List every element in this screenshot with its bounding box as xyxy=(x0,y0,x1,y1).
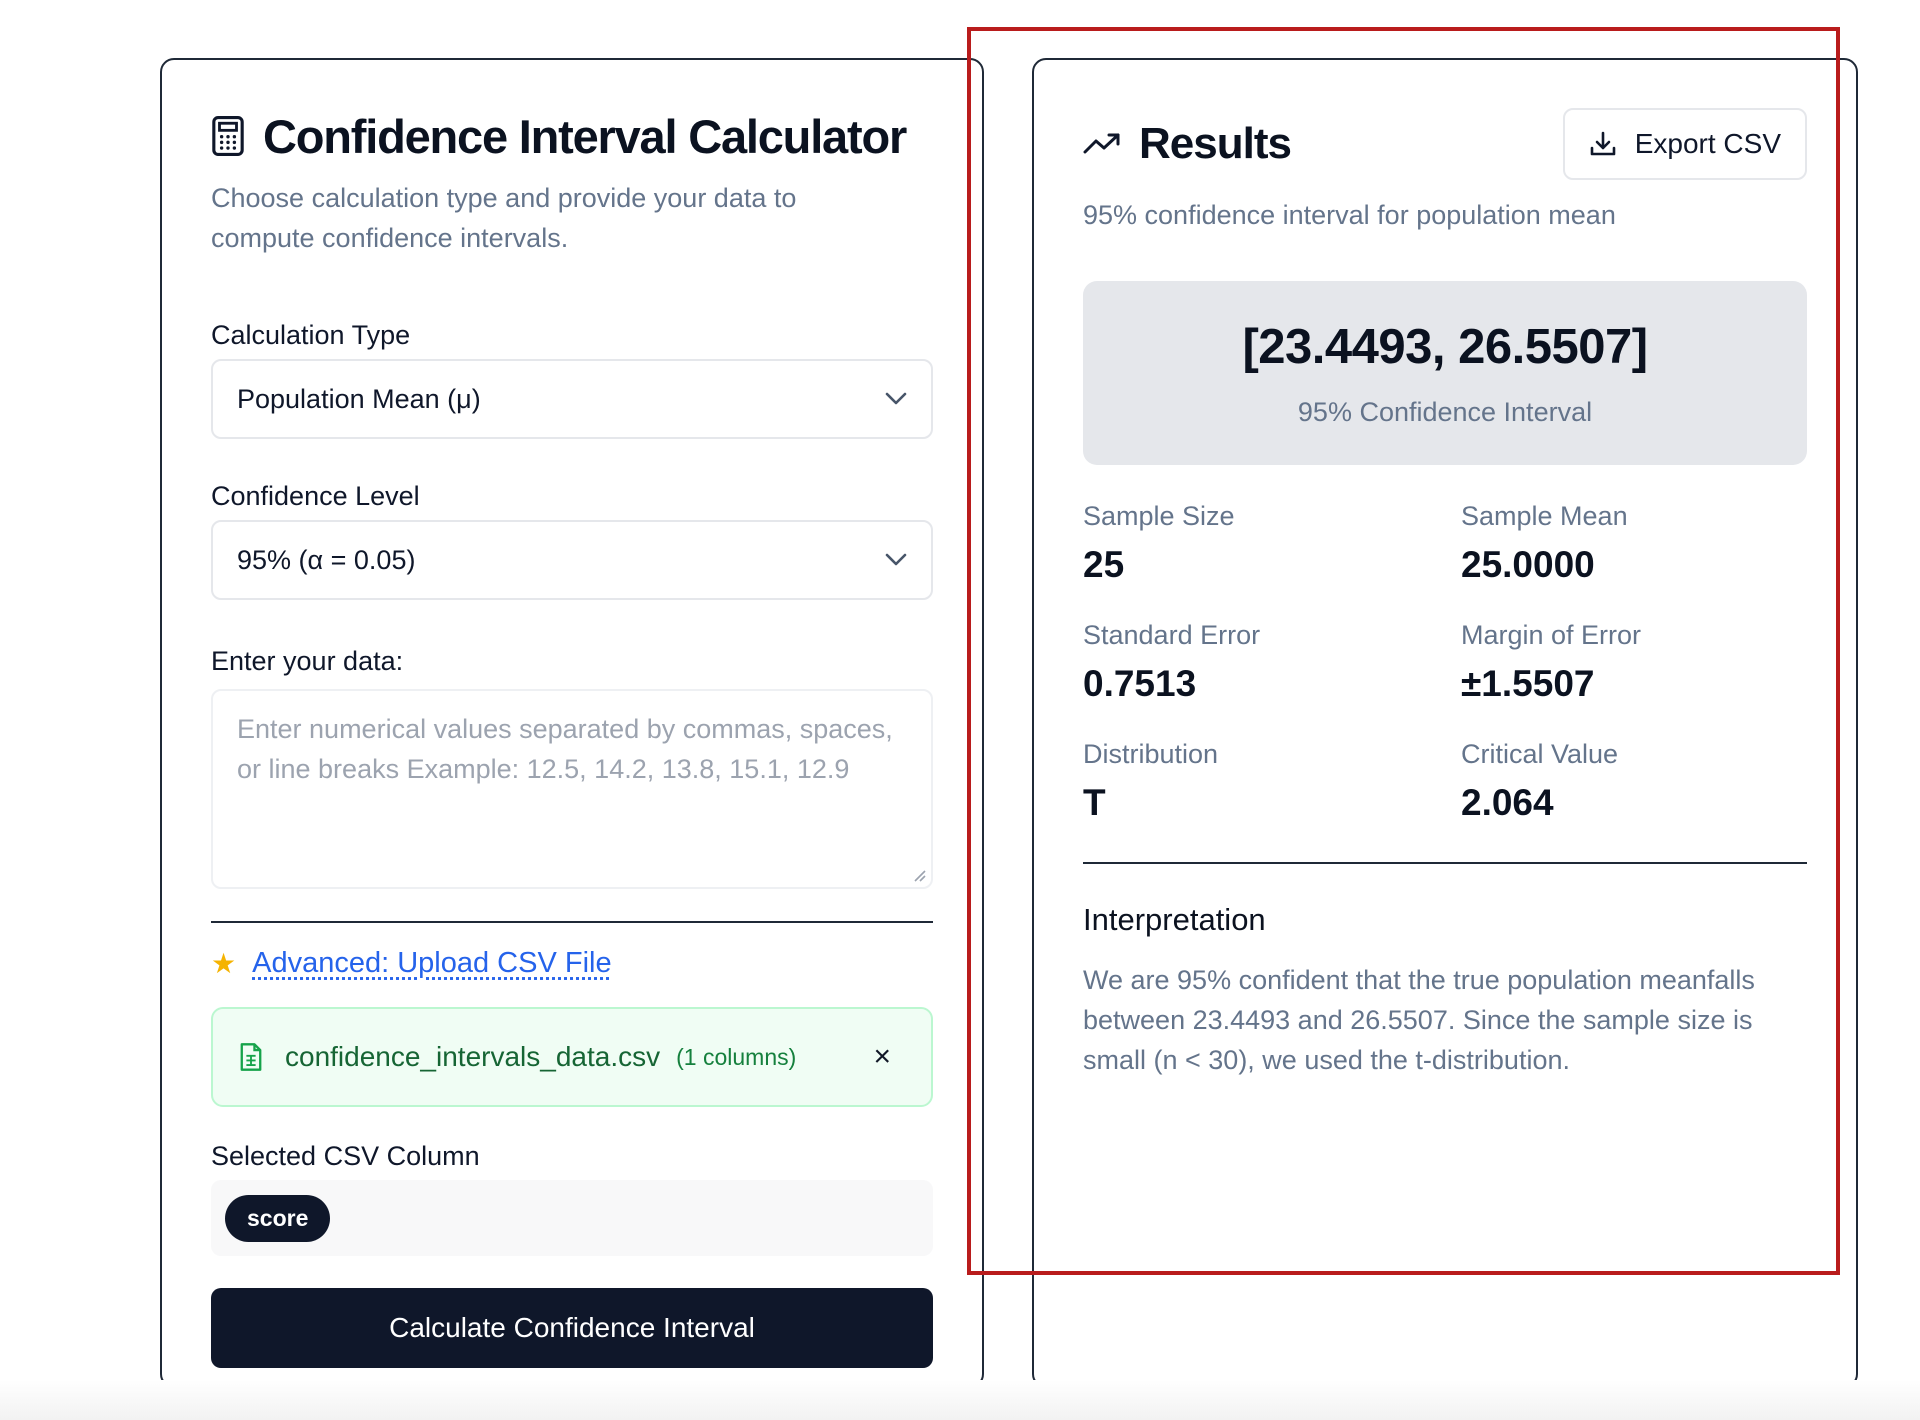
trending-up-icon xyxy=(1083,133,1120,154)
calculator-header: Confidence Interval Calculator xyxy=(211,106,933,166)
confidence-level-value: 95% (α = 0.05) xyxy=(237,544,416,575)
confidence-level-select[interactable]: 95% (α = 0.05) xyxy=(211,520,933,600)
highlight-box xyxy=(967,27,1840,1275)
star-icon: ★ xyxy=(211,947,237,979)
calculate-button[interactable]: Calculate Confidence Interval xyxy=(211,1288,933,1368)
confidence-interval-value: [23.4493, 26.5507] xyxy=(1242,319,1648,374)
selected-column-label: Selected CSV Column xyxy=(211,1141,480,1171)
interpretation-title: Interpretation xyxy=(1083,902,1266,937)
stat-value: 25 xyxy=(1083,544,1125,585)
uploaded-file-columns: (1 columns) xyxy=(676,1043,797,1070)
calculation-type-select[interactable]: Population Mean (μ) xyxy=(211,359,933,439)
export-csv-label: Export CSV xyxy=(1634,128,1781,159)
stats-grid: Sample Size 25 Sample Mean 25.0000 Stand… xyxy=(1083,501,1807,824)
confidence-interval-label: 95% Confidence Interval xyxy=(1297,396,1593,427)
download-icon xyxy=(1590,131,1616,156)
advanced-upload-row: ★ Advanced: Upload CSV File xyxy=(211,941,933,985)
column-chip-score[interactable]: score xyxy=(225,1194,331,1242)
chevron-down-icon xyxy=(885,553,907,566)
interpretation-text: We are 95% confident that the true popul… xyxy=(1083,965,1755,1075)
data-input-placeholder: Enter numerical values separated by comm… xyxy=(237,714,893,784)
stat-value: 2.064 xyxy=(1461,782,1554,823)
export-csv-button[interactable]: Export CSV xyxy=(1562,108,1807,180)
resize-handle-icon[interactable] xyxy=(911,867,927,883)
results-card: Results Export CSV 95% confidence interv… xyxy=(1032,58,1858,1388)
confidence-level-label: Confidence Level xyxy=(211,481,420,511)
data-input-label: Enter your data: xyxy=(211,646,404,676)
stat-label: Standard Error xyxy=(1083,620,1261,650)
calculator-icon xyxy=(212,116,244,156)
stat-label: Sample Mean xyxy=(1461,501,1628,531)
remove-file-button[interactable]: × xyxy=(873,1040,891,1073)
results-subtitle: 95% confidence interval for population m… xyxy=(1083,200,1616,230)
results-header: Results Export CSV xyxy=(1083,108,1807,180)
uploaded-file-box: confidence_intervals_data.csv (1 columns… xyxy=(211,1007,933,1107)
section-divider xyxy=(211,921,933,923)
stat-label: Sample Size xyxy=(1083,501,1235,531)
stat-sample-mean: Sample Mean 25.0000 xyxy=(1461,501,1807,586)
page-bottom-fade xyxy=(0,1380,1920,1420)
page-title: Confidence Interval Calculator xyxy=(263,109,907,163)
stat-sample-size: Sample Size 25 xyxy=(1083,501,1461,586)
stat-value: 25.0000 xyxy=(1461,544,1595,585)
advanced-upload-link[interactable]: Advanced: Upload CSV File xyxy=(252,946,612,979)
stat-distribution: Distribution T xyxy=(1083,739,1461,824)
data-input-textarea[interactable]: Enter numerical values separated by comm… xyxy=(211,689,933,889)
stat-value: T xyxy=(1083,782,1106,823)
confidence-interval-box: [23.4493, 26.5507] 95% Confidence Interv… xyxy=(1083,281,1807,465)
calculation-type-label: Calculation Type xyxy=(211,320,411,350)
results-title: Results xyxy=(1139,119,1292,168)
stat-value: ±1.5507 xyxy=(1461,663,1595,704)
results-divider xyxy=(1083,862,1807,864)
file-spreadsheet-icon xyxy=(240,1043,262,1071)
stat-label: Critical Value xyxy=(1461,739,1619,769)
uploaded-file-name: confidence_intervals_data.csv xyxy=(285,1041,661,1072)
selected-column-box: score xyxy=(211,1180,933,1256)
stat-standard-error: Standard Error 0.7513 xyxy=(1083,620,1461,705)
stat-margin-of-error: Margin of Error ±1.5507 xyxy=(1461,620,1807,705)
calculation-type-value: Population Mean (μ) xyxy=(237,383,481,414)
calculator-card: Confidence Interval Calculator Choose ca… xyxy=(160,58,984,1388)
stat-label: Distribution xyxy=(1083,739,1219,769)
stat-label: Margin of Error xyxy=(1461,620,1642,650)
stat-critical-value: Critical Value 2.064 xyxy=(1461,739,1807,824)
stat-value: 0.7513 xyxy=(1083,663,1197,704)
chevron-down-icon xyxy=(885,392,907,405)
calculator-subtitle: Choose calculation type and provide your… xyxy=(211,183,797,253)
